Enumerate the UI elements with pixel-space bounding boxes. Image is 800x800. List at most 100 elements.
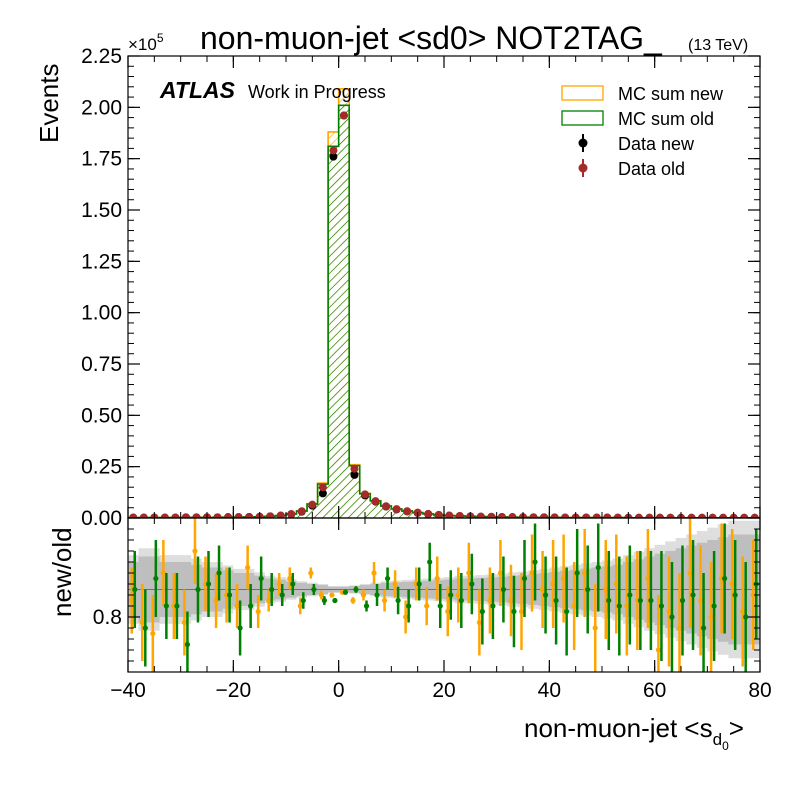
data-point	[476, 512, 485, 518]
histogram-bar	[359, 493, 371, 518]
ratio-point	[384, 575, 391, 582]
data-point	[371, 497, 380, 506]
data-point	[276, 511, 285, 518]
legend-label: Data new	[618, 134, 695, 154]
legend-marker	[578, 163, 588, 173]
ratio-point	[424, 603, 430, 609]
data-point	[403, 507, 412, 516]
y-tick-label: 0.00	[81, 507, 122, 530]
x-axis-label: non-muon-jet <sd0>	[524, 713, 744, 753]
y-axis-label-main: Events	[34, 64, 64, 144]
ratio-point	[532, 559, 538, 565]
ratio-point	[150, 630, 156, 637]
ratio-point	[445, 608, 451, 615]
y-tick-label: 2.25	[81, 45, 122, 68]
x-tick-label: 0	[333, 679, 345, 702]
ratio-point	[542, 592, 549, 598]
legend-marker	[578, 138, 588, 148]
x-tick-label: 20	[432, 679, 455, 702]
ratio-point	[181, 619, 188, 626]
ratio-point	[237, 625, 243, 631]
ratio-point	[311, 586, 317, 593]
ratio-point	[266, 597, 272, 604]
data-point	[529, 513, 538, 518]
ratio-point	[174, 603, 180, 609]
ratio-point	[437, 603, 443, 609]
ratio-point	[350, 597, 356, 604]
ratio-point	[234, 603, 240, 609]
ratio-point	[371, 570, 377, 576]
ratio-point	[613, 581, 619, 587]
data-point	[266, 512, 275, 518]
ratio-point	[434, 575, 440, 582]
data-point	[750, 513, 759, 518]
histogram-bar	[338, 105, 350, 518]
ratio-point	[353, 586, 359, 593]
ratio-point	[139, 619, 145, 626]
data-point	[382, 502, 391, 511]
x-tick-label: −20	[216, 679, 252, 702]
data-point	[561, 513, 570, 518]
data-point	[171, 513, 180, 518]
ratio-point	[497, 570, 504, 576]
legend-label: MC sum old	[618, 109, 714, 129]
ratio-point	[160, 570, 166, 576]
data-point	[550, 513, 559, 518]
ratio-point	[374, 592, 380, 598]
y-tick-label: 2.00	[81, 96, 122, 119]
data-point	[297, 507, 306, 516]
data-point	[687, 513, 696, 518]
data-point	[339, 111, 348, 120]
ratio-point	[342, 589, 349, 595]
ratio-point	[381, 597, 388, 604]
data-point	[192, 513, 201, 518]
ratio-point	[521, 575, 528, 582]
x-tick-label: 40	[538, 679, 561, 702]
ratio-point	[248, 603, 254, 609]
ratio-point	[184, 641, 191, 648]
chart-title: non-muon-jet <sd0> NOT2TAG_	[200, 20, 663, 56]
data-point	[350, 464, 359, 473]
histogram-bar	[391, 508, 402, 518]
y-tick-label: 1.75	[81, 148, 122, 171]
y-tick-label: 0.50	[81, 404, 122, 427]
ratio-point	[637, 597, 643, 604]
data-point	[655, 513, 664, 518]
ratio-point	[500, 586, 507, 593]
data-point	[160, 513, 169, 518]
ratio-plot-area	[128, 518, 760, 672]
ratio-point	[655, 647, 662, 653]
data-point	[698, 513, 707, 518]
data-point	[318, 489, 327, 498]
ratio-point	[466, 570, 472, 576]
data-point	[613, 513, 622, 518]
ratio-point	[603, 586, 609, 593]
chart-title-energy: (13 TeV)	[688, 37, 748, 54]
ratio-point	[360, 592, 367, 598]
ratio-point	[624, 603, 630, 609]
data-point	[708, 513, 717, 518]
ratio-point	[329, 592, 335, 598]
ratio-point	[363, 603, 370, 609]
data-point	[245, 512, 254, 518]
data-point	[318, 483, 327, 492]
ratio-point	[245, 564, 251, 571]
ratio-point	[192, 548, 198, 554]
ratio-point	[564, 608, 570, 615]
legend-label: MC sum new	[618, 84, 724, 104]
x-tick-label: 80	[748, 679, 771, 702]
data-point	[392, 505, 401, 514]
ratio-point	[539, 586, 546, 593]
data-point	[603, 513, 612, 518]
ratio-point	[213, 597, 219, 604]
ratio-point	[297, 603, 303, 609]
data-point	[592, 513, 601, 518]
histogram-bar	[349, 465, 360, 518]
data-point	[308, 500, 317, 509]
ratio-point	[490, 603, 496, 609]
ratio-point	[729, 581, 735, 587]
axes: 0.00 0.25 0.50 0.75 1.00 1.25 1.50 1.75 2.00 2.25…	[81, 45, 772, 702]
ratio-point	[406, 603, 412, 609]
ratio-point	[561, 575, 567, 582]
